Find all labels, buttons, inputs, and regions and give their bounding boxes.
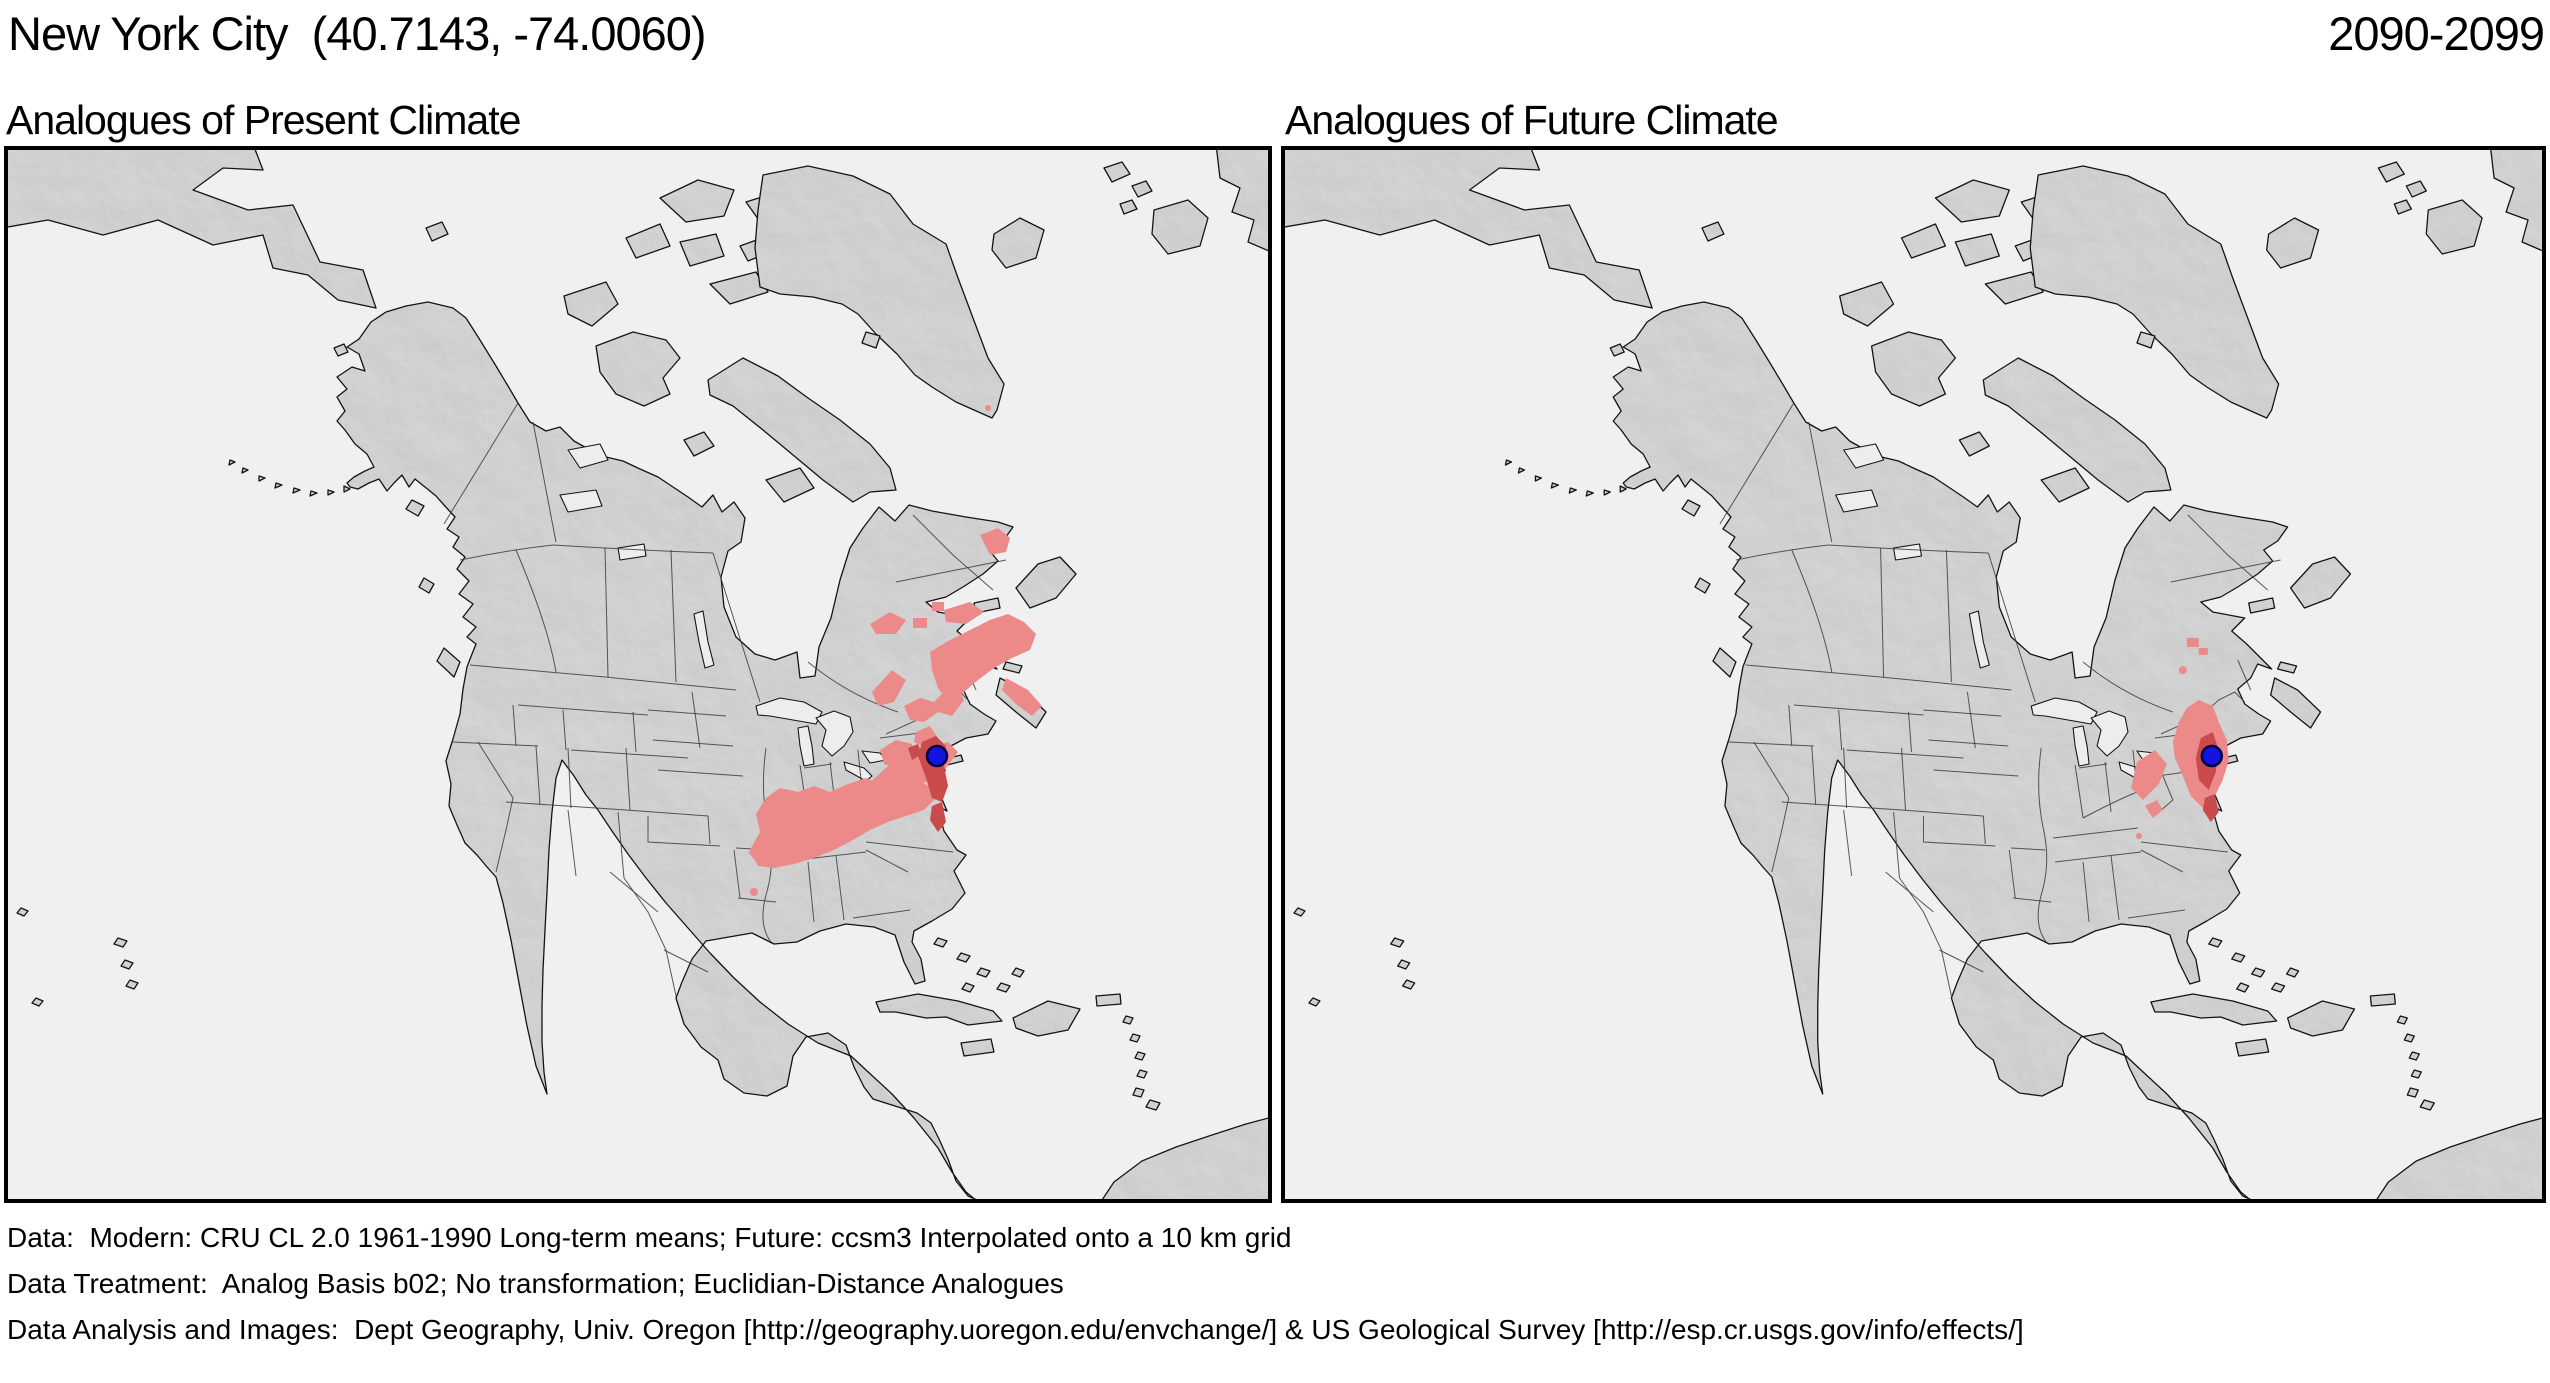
panel-title-present: Analogues of Present Climate bbox=[6, 97, 521, 143]
page-title: New York City (40.7143, -74.0060) bbox=[8, 7, 707, 60]
period-label: 2090-2099 bbox=[2328, 7, 2545, 60]
map-future bbox=[1285, 150, 2542, 1199]
city-marker-future bbox=[2200, 744, 2224, 768]
footer-data-source: Data: Modern: CRU CL 2.0 1961-1990 Long-… bbox=[7, 1222, 1292, 1253]
footer-credits: Data Analysis and Images: Dept Geography… bbox=[7, 1314, 2024, 1345]
map-panel-future bbox=[1281, 146, 2546, 1203]
map-panel-present bbox=[4, 146, 1272, 1203]
map-present bbox=[8, 150, 1268, 1199]
city-marker-present bbox=[925, 744, 949, 768]
panel-title-future: Analogues of Future Climate bbox=[1285, 97, 1779, 143]
footer-data-treatment: Data Treatment: Analog Basis b02; No tra… bbox=[7, 1268, 1064, 1299]
analog-regions-present bbox=[748, 405, 1042, 896]
